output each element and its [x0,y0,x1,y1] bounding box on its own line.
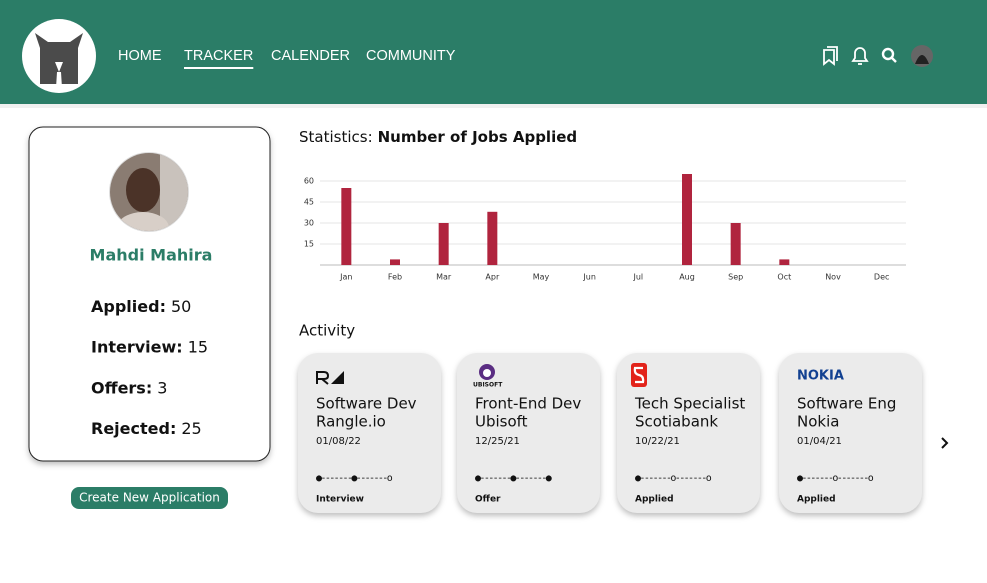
y-tick-label: 30 [304,219,314,228]
y-tick-label: 15 [304,240,314,249]
stat-value: 15 [188,337,208,356]
activity-title: Activity [299,322,355,340]
card-date: 10/22/21 [635,436,680,447]
create-button[interactable]: Create New Application [71,487,228,509]
profile-card [28,126,271,462]
nav-link[interactable]: COMMUNITY [366,48,456,64]
nav-link[interactable]: CALENDER [271,48,350,64]
card-bg [457,353,600,513]
card-bg [617,353,760,513]
profile-name: Mahdi Mahira [90,246,213,265]
ubisoft-logo-inner [483,369,491,377]
card-status: Interview [316,495,364,505]
card-logo-text: UBISOFT [473,382,503,389]
card-role: Tech Specialist [634,395,745,413]
bar [779,259,790,265]
x-tick-label: Jul [633,273,644,282]
bar [390,259,400,265]
card-company: Rangle.io [316,413,386,431]
profile-stats: Applied: 50 Interview: 15 Offers: 3 Rejected: 2… [91,297,208,438]
header-bar [0,0,987,104]
stat-value: 25 [181,419,201,438]
card-status: Applied [797,495,836,505]
stat-label: Offers: [91,378,152,397]
stat-label: Applied: [91,297,166,316]
card-company: Ubisoft [475,413,528,431]
stat: Applied: 50 [91,297,191,316]
card-role: Software Dev [316,395,417,413]
card-company: Nokia [797,413,839,431]
profile-avatar [109,152,189,232]
header-icons [823,45,933,67]
card-role: Front-End Dev [475,395,581,413]
rangle-logo [316,371,330,385]
stat-label: Interview: [91,337,183,356]
x-tick-label: Aug [679,273,695,282]
bar [730,223,741,265]
x-tick-label: Sep [728,273,743,282]
x-tick-label: Oct [777,273,791,282]
logo[interactable] [22,19,96,93]
card-role: Software Eng [797,395,896,413]
nav: HOME TRACKER CALENDER COMMUNITY [118,48,456,69]
x-tick-label: Jan [339,273,352,282]
card-logo-text: NOKIA [797,369,844,384]
x-tick-label: May [533,273,550,282]
stat: Rejected: 25 [91,419,202,438]
y-tick-label: 60 [304,177,314,186]
user-avatar[interactable] [911,45,933,67]
card-progress: ●-------●-------o [316,473,393,484]
card-company: Scotiabank [635,413,718,431]
bar [487,211,498,265]
chart-title: Statistics: Number of Jobs Applied [299,128,577,146]
bar [682,174,692,265]
bar-chart: 15 30 45 60 Jan Feb Mar Apr May Jun Jul Aug Sep Oct No… [304,174,906,282]
next-arrow[interactable] [941,437,949,449]
nav-link[interactable]: TRACKER [184,48,253,64]
card-progress: ●-------o-------o [635,473,712,484]
stat-label: Rejected: [91,419,176,438]
y-tick-label: 45 [304,198,314,207]
bookmark-icon[interactable] [823,46,838,66]
card-bg [298,353,441,513]
title-prefix: Statistics: [299,128,373,146]
card-progress: ●-------●-------● [475,473,552,484]
card-date: 01/08/22 [316,436,361,447]
bell-icon[interactable] [851,47,869,65]
button-label[interactable]: Create New Application [79,491,220,505]
stat-value: 3 [157,378,167,397]
bar [341,188,352,265]
bar [438,223,449,265]
stat: Interview: 15 [91,337,208,356]
nav-link[interactable]: HOME [118,48,162,64]
x-tick-label: Nov [825,273,841,282]
x-tick-label: Feb [388,273,402,282]
card-date: 01/04/21 [797,436,842,447]
title-main: Number of Jobs Applied [378,128,578,146]
rangle-logo-mark [331,371,344,384]
x-tick-label: Jun [582,273,596,282]
x-tick-label: Mar [436,273,452,282]
search-icon[interactable] [881,47,897,63]
card-date: 12/25/21 [475,436,520,447]
card-bg [779,353,922,513]
stat: Offers: 3 [91,378,167,397]
x-tick-label: Apr [485,273,500,282]
scotia-logo-s [633,366,645,384]
nav-underline [184,67,254,69]
card-status: Offer [475,495,501,505]
stat-value: 50 [171,297,191,316]
header-shadow [0,104,987,108]
x-tick-label: Dec [874,273,889,282]
card-progress: ●-------o-------o [797,473,874,484]
card-status: Applied [635,495,674,505]
